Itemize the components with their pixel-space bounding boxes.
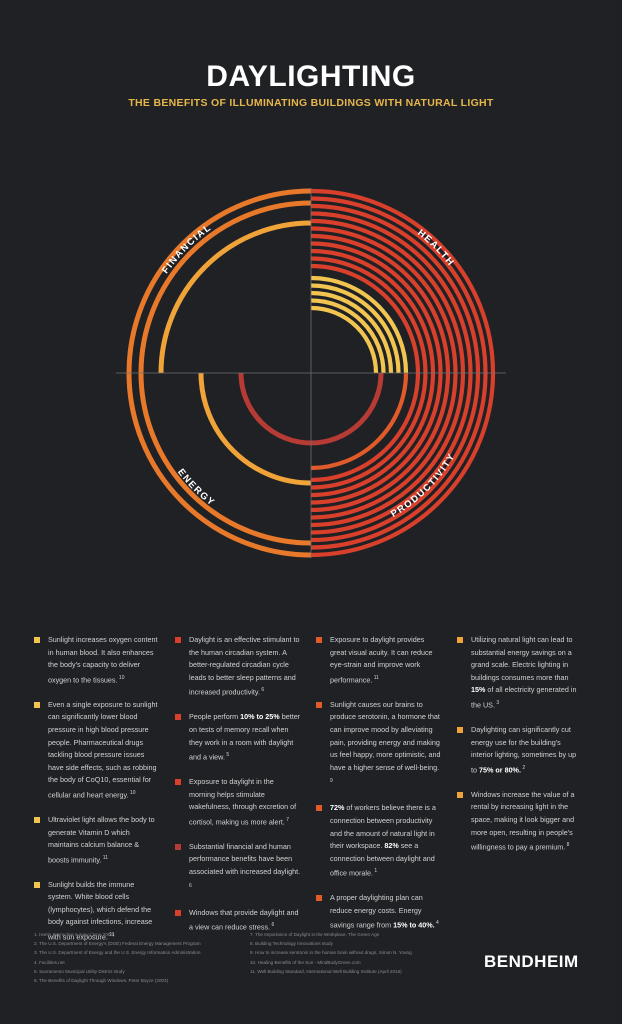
bullet-square xyxy=(175,779,181,786)
reference-number: 10 xyxy=(128,789,136,796)
column-financial-energy: Utilizing natural light can lead to subs… xyxy=(457,634,583,866)
reference-number: 6 xyxy=(259,687,265,694)
benefit-item: Ultraviolet light allows the body to gen… xyxy=(34,814,160,867)
benefits-radial-diagram: FINANCIAL HEALTH ENERGY PRODUCTIVITY xyxy=(116,188,506,558)
health-yellow-ring xyxy=(310,283,401,374)
reference-number: 7 xyxy=(284,816,290,823)
energy-ring xyxy=(198,372,312,486)
benefit-item: Utilizing natural light can lead to subs… xyxy=(457,634,583,712)
bullet-square xyxy=(457,726,463,733)
reference-number: 11 xyxy=(107,932,115,939)
health-yellow-ring xyxy=(310,305,379,374)
column-productivity-health: Daylight is an effective stimulant to th… xyxy=(175,634,301,946)
reference-number: 5 xyxy=(224,752,230,759)
bullet-square xyxy=(316,701,322,708)
footnote: 5. Sacramento Municipal Utility District… xyxy=(34,968,125,974)
bullet-square xyxy=(457,637,463,643)
reference-number: 4 xyxy=(434,920,439,927)
reference-number: 8 xyxy=(565,842,570,849)
footnote: 6. The Benefits of Daylight Through Wind… xyxy=(34,978,169,984)
footnote: 9. How to increase serotonin in the huma… xyxy=(250,950,412,956)
bullet-square xyxy=(34,701,40,708)
benefit-item: Even a single exposure to sunlight can s… xyxy=(34,699,160,802)
footnote: 4. Facilities.net xyxy=(34,959,65,965)
bullet-square xyxy=(175,714,181,721)
benefit-item: Daylighting can significantly cut energy… xyxy=(457,724,583,777)
page-title: DAYLIGHTING xyxy=(206,60,416,93)
benefit-item: Sunlight causes our brains to produce se… xyxy=(316,699,442,791)
benefit-item: Daylight is an effective stimulant to th… xyxy=(175,634,301,699)
footnotes-right: 7. The Importance of Daylight in the Wor… xyxy=(250,930,412,976)
benefit-item: Substantial financial and human performa… xyxy=(175,841,301,895)
bullet-square xyxy=(34,881,40,888)
bullet-square xyxy=(175,843,181,850)
reference-number: 11 xyxy=(372,674,379,681)
benefit-item: A proper daylighting plan can reduce ene… xyxy=(316,892,442,932)
reference-number: 1 xyxy=(373,868,378,875)
footnote: 3. The U.S. Department of Energy and the… xyxy=(34,950,202,956)
health-yellow-ring xyxy=(310,275,409,374)
bullet-square xyxy=(316,805,322,812)
reference-number: 10 xyxy=(117,674,125,681)
reference-number: 6 xyxy=(189,882,192,889)
bullet-square xyxy=(316,895,322,902)
bullet-square xyxy=(175,909,181,916)
health-yellow-ring xyxy=(310,298,386,374)
page-subtitle: THE BENEFITS OF ILLUMINATING BUILDINGS W… xyxy=(128,97,494,109)
benefit-item: People perform 10% to 25% better on test… xyxy=(175,711,301,764)
financial-ring xyxy=(158,220,312,374)
benefit-item: Exposure to daylight provides great visu… xyxy=(316,634,442,687)
column-productivity: Exposure to daylight provides great visu… xyxy=(316,634,442,944)
benefit-item: Windows that provide daylight and a view… xyxy=(175,907,301,935)
footnotes-left: 1. Harris Interactive survey (June 2003)… xyxy=(34,930,202,985)
reference-number: 6 xyxy=(270,922,275,929)
benefit-item: Sunlight increases oxygen content in hum… xyxy=(34,634,160,687)
benefit-item: Sunlight builds the immune system. White… xyxy=(34,879,160,944)
benefit-item: 72% of workers believe there is a connec… xyxy=(316,802,442,880)
column-health: Sunlight increases oxygen content in hum… xyxy=(34,634,160,956)
bendheim-logo: BENDHEIM xyxy=(484,952,579,971)
bullet-square xyxy=(34,816,40,823)
health-yellow-ring xyxy=(310,290,394,374)
footnote: 2. The U.S. Department of Energy’s (DOE)… xyxy=(34,941,201,947)
benefit-item: Exposure to daylight in the morning help… xyxy=(175,776,301,829)
footnote: 11. Well Building Standard, Internationa… xyxy=(250,968,402,974)
bullet-square xyxy=(316,637,322,643)
footnote: 1. Harris Interactive survey (June 2003) xyxy=(34,932,115,937)
reference-number: 2 xyxy=(520,764,526,771)
reference-number: 9 xyxy=(330,778,333,785)
productivity-inner-ring xyxy=(310,372,409,471)
footnote: 8. Building Technology Innovations study xyxy=(250,941,333,947)
footnote: 7. The Importance of Daylight in the Wor… xyxy=(250,932,380,937)
reference-number: 11 xyxy=(101,854,108,861)
reference-number: 3 xyxy=(494,699,500,706)
bullet-square xyxy=(457,791,463,798)
bullet-square xyxy=(34,637,40,643)
benefit-item: Windows increase the value of a rental b… xyxy=(457,789,583,854)
footnote: 10. Healing Benefits of the Sun - MindBo… xyxy=(250,959,361,965)
bullet-square xyxy=(175,637,181,643)
